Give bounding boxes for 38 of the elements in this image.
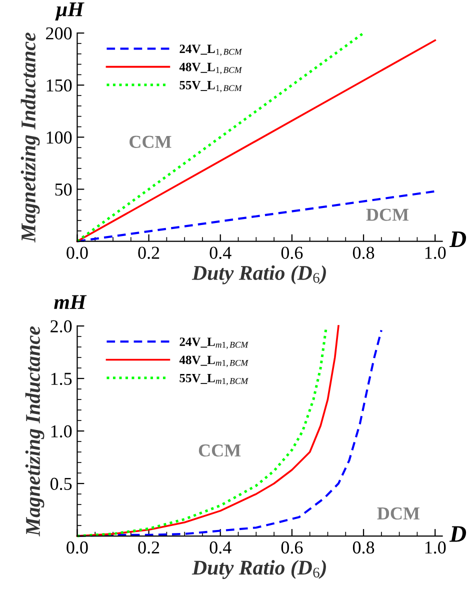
text: μH: [55, 2, 84, 21]
x-tick-label: 1.0: [425, 246, 446, 259]
x-tick-label: 0.0: [66, 541, 88, 554]
x-tick-label: 0.4: [210, 246, 232, 259]
y-axis-title: Magnetizing Inductance: [25, 326, 44, 536]
x-tick-label: 0.2: [138, 246, 160, 259]
annotation: CCM: [130, 136, 172, 148]
legend-label: 48V_L$_{1,BCM}$: [179, 62, 242, 74]
x-axis-title: Duty Ratio (D$_{6}$): [192, 265, 326, 284]
y-tick-label: 1.5: [51, 372, 72, 386]
y-tick-label: 100: [46, 131, 72, 144]
y-tick-label: 2.0: [50, 320, 72, 332]
x-tick-label: 0.6: [281, 541, 303, 554]
legend-label: 55V_L$_{1,BCM}$: [180, 81, 242, 92]
y-tick-label: 50: [55, 184, 72, 196]
x-tick-label: 0.6: [281, 246, 303, 259]
x-tick-label: 0.8: [352, 541, 374, 554]
x-tick-label: 0.2: [138, 541, 160, 554]
x-tick-label: 0.8: [352, 246, 374, 259]
annotation: DCM: [366, 208, 409, 221]
annotation: CCM: [198, 444, 241, 457]
y-tick-label: 150: [46, 79, 72, 92]
legend-label: 48V_L$_{m1,BCM}$: [179, 356, 248, 368]
text: D: [449, 232, 466, 248]
y-axis-title: Magnetizing Inductance: [20, 32, 40, 242]
legend-label: 24V_L$_{m1,BCM}$: [180, 338, 248, 349]
text: D: [449, 526, 466, 542]
x-tick-label: 1.0: [425, 541, 446, 554]
x-tick-label: 0.4: [210, 541, 232, 554]
legend-label: 24V_L$_{1,BCM}$: [180, 44, 242, 56]
text: mH: [54, 295, 87, 309]
legend-label: 55V_L$_{m1,BCM}$: [180, 374, 248, 386]
y-tick-label: 1.0: [51, 425, 72, 438]
annotation: DCM: [377, 507, 420, 520]
y-tick-label: 0.5: [50, 478, 72, 490]
x-axis-title: Duty Ratio (D$_{6}$): [192, 560, 326, 579]
y-tick-label: 200: [46, 27, 72, 40]
x-tick-label: 0.0: [66, 246, 88, 259]
